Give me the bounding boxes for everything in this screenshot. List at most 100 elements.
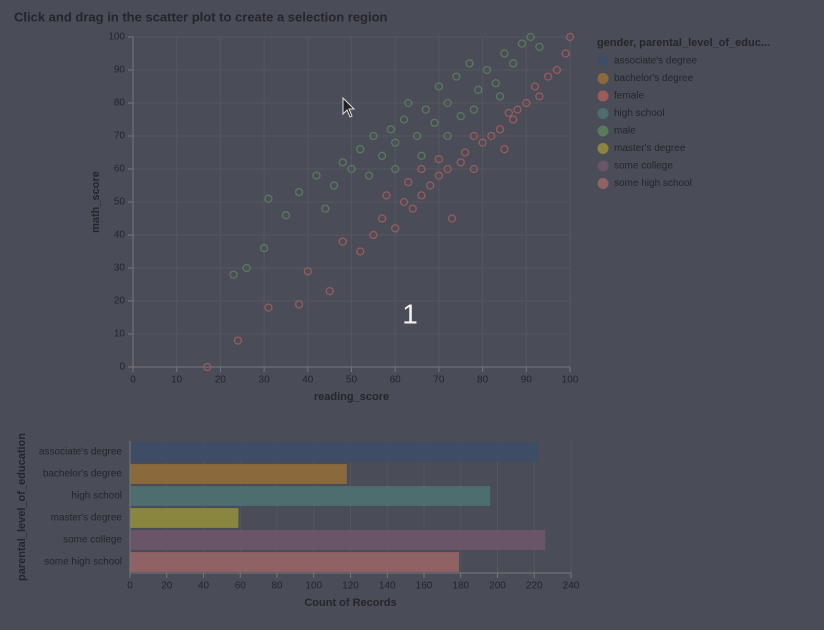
legend-label: male bbox=[614, 126, 636, 137]
point bbox=[264, 194, 273, 203]
point bbox=[412, 131, 422, 141]
point bbox=[544, 72, 553, 81]
point bbox=[434, 171, 444, 180]
point bbox=[364, 171, 374, 180]
y-tick-label: 60 bbox=[114, 164, 126, 175]
point bbox=[229, 270, 238, 279]
y-tick-label: associate's degree bbox=[39, 447, 123, 458]
legend-label: some college bbox=[614, 161, 673, 172]
x-tick-label: 0 bbox=[127, 581, 133, 592]
point bbox=[338, 158, 347, 167]
y-tick-label: some high school bbox=[44, 557, 122, 568]
point bbox=[491, 79, 500, 88]
point bbox=[417, 191, 426, 200]
cursor bbox=[342, 96, 356, 118]
point bbox=[421, 105, 430, 114]
x-tick-label: 40 bbox=[302, 375, 314, 386]
annotation: 1 bbox=[402, 298, 418, 329]
x-tick-label: 40 bbox=[198, 581, 210, 592]
legend-swatch bbox=[597, 143, 609, 154]
point bbox=[321, 204, 330, 213]
x-tick-label: 20 bbox=[161, 581, 173, 592]
point bbox=[500, 145, 509, 154]
point bbox=[426, 181, 435, 190]
y-tick-label: 20 bbox=[114, 296, 126, 307]
point bbox=[526, 32, 535, 42]
x-tick-label: 20 bbox=[215, 375, 227, 386]
point bbox=[203, 362, 212, 372]
x-tick-label: 160 bbox=[416, 581, 433, 592]
point bbox=[469, 131, 479, 141]
legend-swatch bbox=[597, 73, 609, 84]
y-tick-label: 80 bbox=[114, 98, 126, 109]
point bbox=[312, 171, 321, 180]
point bbox=[469, 164, 479, 174]
point bbox=[565, 32, 575, 42]
x-tick-label: 180 bbox=[452, 581, 469, 592]
point bbox=[482, 65, 492, 75]
legend-title: gender, parental_level_of_educ... bbox=[597, 37, 770, 49]
point bbox=[294, 187, 304, 197]
bar bbox=[130, 552, 459, 572]
point bbox=[408, 204, 417, 213]
bar bbox=[130, 464, 347, 484]
point bbox=[434, 82, 444, 91]
y-tick-label: 40 bbox=[114, 230, 126, 241]
x-tick-label: 60 bbox=[390, 375, 402, 386]
point bbox=[417, 164, 426, 174]
x-tick-label: 60 bbox=[235, 581, 247, 592]
point bbox=[495, 125, 505, 134]
x-tick-label: 10 bbox=[171, 375, 183, 386]
point bbox=[391, 164, 400, 174]
point bbox=[404, 98, 413, 108]
legend-label: some high school bbox=[614, 178, 692, 189]
point bbox=[530, 82, 540, 91]
point bbox=[561, 49, 570, 58]
point bbox=[535, 92, 544, 101]
point bbox=[325, 286, 334, 296]
point bbox=[443, 131, 452, 141]
point bbox=[338, 237, 347, 246]
x-tick-label: 70 bbox=[433, 375, 445, 386]
x-tick-label: 200 bbox=[489, 581, 506, 592]
point bbox=[478, 138, 487, 147]
bar bbox=[130, 442, 538, 462]
point bbox=[369, 131, 378, 141]
point bbox=[522, 98, 531, 108]
y-tick-label: some college bbox=[63, 535, 122, 546]
point bbox=[369, 230, 378, 240]
x-tick-label: 30 bbox=[259, 375, 271, 386]
legend-swatch bbox=[597, 178, 609, 189]
y-tick-label: 10 bbox=[114, 329, 126, 340]
point bbox=[495, 92, 505, 101]
x-tick-label: 220 bbox=[526, 581, 543, 592]
point bbox=[294, 300, 304, 309]
point bbox=[517, 39, 527, 48]
chart-title: Click and drag in the scatter plot to cr… bbox=[14, 9, 388, 24]
point bbox=[509, 59, 518, 68]
point bbox=[535, 42, 544, 52]
bar bbox=[130, 508, 239, 528]
legend-swatch bbox=[597, 160, 609, 172]
point bbox=[399, 115, 409, 124]
point bbox=[391, 224, 400, 233]
point bbox=[509, 115, 518, 124]
point bbox=[434, 154, 444, 164]
legend-label: bachelor's degree bbox=[614, 73, 694, 84]
legend-label: associate's degree bbox=[614, 56, 698, 67]
y-tick-label: high school bbox=[71, 491, 122, 502]
point bbox=[382, 191, 391, 200]
point bbox=[404, 178, 413, 187]
point bbox=[391, 138, 400, 147]
point bbox=[513, 105, 522, 114]
x-tick-label: 90 bbox=[521, 375, 533, 386]
legend-label: master's degree bbox=[614, 143, 686, 154]
point bbox=[347, 164, 356, 174]
point bbox=[465, 59, 474, 68]
legend-swatch bbox=[597, 55, 609, 67]
legend-label: female bbox=[614, 91, 644, 102]
point bbox=[264, 303, 273, 312]
y-tick-label: 70 bbox=[114, 131, 126, 142]
point bbox=[386, 125, 395, 134]
legend-swatch bbox=[597, 125, 609, 137]
